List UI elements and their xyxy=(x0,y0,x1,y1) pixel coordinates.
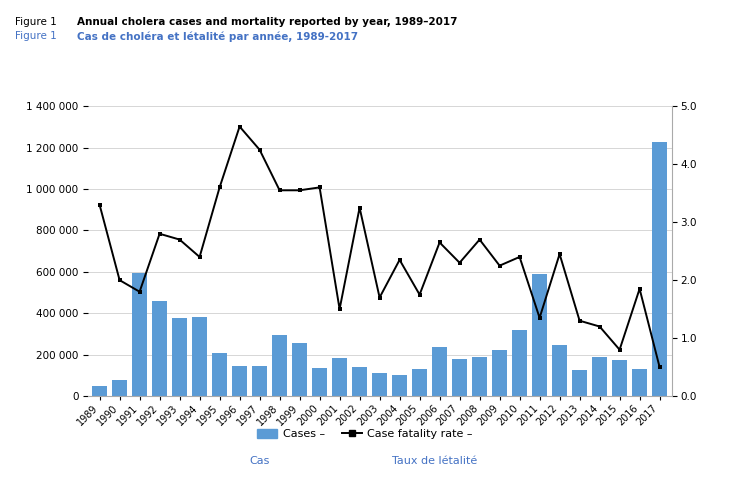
Bar xyxy=(592,357,607,396)
Bar xyxy=(212,353,227,396)
Bar xyxy=(172,318,187,396)
Bar xyxy=(412,369,427,396)
Legend: Cases –, Case fatality rate –: Cases –, Case fatality rate – xyxy=(253,424,477,443)
Bar xyxy=(312,368,327,396)
Text: Annual cholera cases and mortality reported by year, 1989–2017: Annual cholera cases and mortality repor… xyxy=(77,17,457,27)
Bar xyxy=(352,367,367,396)
Text: Cas de choléra et létalité par année, 1989-2017: Cas de choléra et létalité par année, 19… xyxy=(77,31,358,42)
Text: Taux de létalité: Taux de létalité xyxy=(392,456,477,467)
Bar xyxy=(432,347,447,396)
Bar xyxy=(112,380,127,396)
Bar xyxy=(272,335,287,396)
Bar xyxy=(372,373,387,396)
Bar xyxy=(532,274,547,396)
Bar xyxy=(452,359,467,396)
Bar xyxy=(332,358,347,396)
Bar xyxy=(552,345,567,396)
Bar xyxy=(192,316,207,396)
Bar xyxy=(232,366,247,396)
Bar xyxy=(252,366,267,396)
Text: Figure 1: Figure 1 xyxy=(15,17,56,27)
Bar xyxy=(512,330,527,396)
Bar xyxy=(572,369,587,396)
Text: Figure 1: Figure 1 xyxy=(15,31,56,42)
Bar xyxy=(292,343,307,396)
Bar xyxy=(92,386,107,396)
Bar xyxy=(492,350,507,396)
Bar xyxy=(132,273,147,396)
Text: Cas: Cas xyxy=(249,456,269,467)
Bar xyxy=(632,369,647,396)
Bar xyxy=(152,300,167,396)
Bar xyxy=(652,142,667,396)
Bar xyxy=(612,360,627,396)
Bar xyxy=(392,375,407,396)
Bar xyxy=(472,357,487,396)
